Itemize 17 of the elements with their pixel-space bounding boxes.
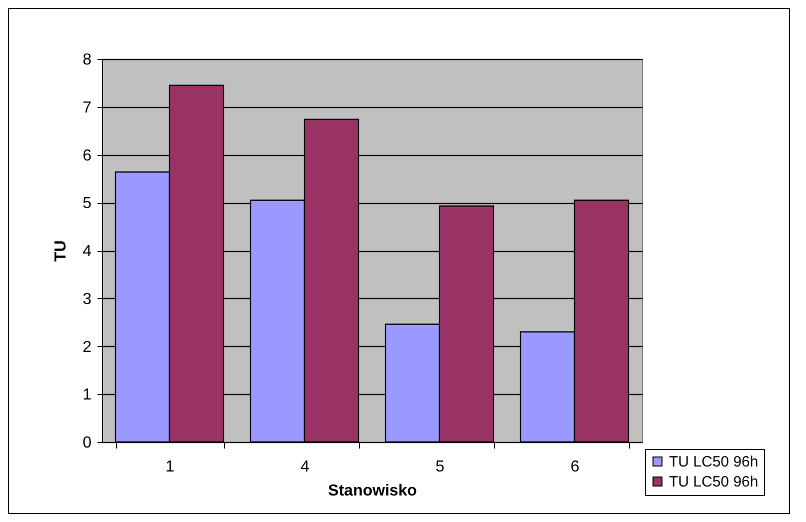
y-tick-label: 2 [82,338,92,356]
y-tick-label: 1 [82,386,92,404]
x-tick-label: 6 [570,458,580,476]
y-tick-label: 0 [82,434,92,452]
legend-label: TU LC50 96h [669,474,758,490]
y-tick-label: 4 [82,243,92,260]
y-tick-label: 6 [82,147,92,164]
y-tick-label: 5 [82,195,92,212]
y-tick-label: 7 [82,99,92,116]
x-tick-label: 1 [166,458,175,476]
x-tick-label: 5 [436,458,445,476]
legend-label: TU LC50 96h [669,454,758,470]
y-axis-title: TU [52,240,70,262]
x-axis-title: Stanowisko [328,482,418,500]
y-tick-label: 3 [82,290,92,308]
y-tick-label: 8 [82,52,92,68]
x-tick-label: 4 [300,458,310,476]
